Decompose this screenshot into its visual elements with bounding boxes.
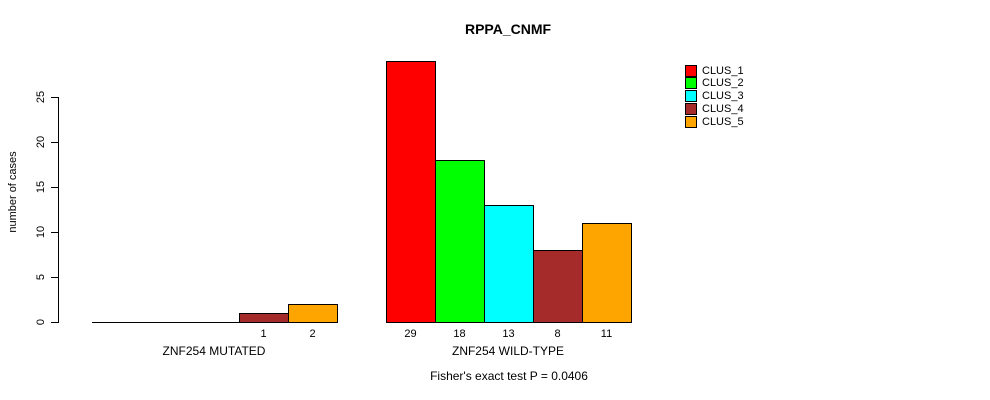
bar-value-label-clus_5: 2 [309,328,316,340]
legend-item-clus_4: CLUS_4 [685,102,744,115]
bar-clus_5 [582,223,632,323]
bar-clus_1 [386,61,436,323]
legend-swatch-clus_4 [685,102,697,115]
bar-value-label-clus_3: 13 [502,328,515,340]
bar-value-label-clus_4: 8 [554,328,561,340]
y-tick-label: 5 [35,273,47,281]
group-label-mutated: ZNF254 MUTATED [162,344,266,358]
bar-clus_2 [435,160,485,323]
y-tick [51,322,58,323]
bar-value-label-clus_1: 29 [404,328,417,340]
bar-clus_4 [533,250,583,323]
bar-clus_5 [288,304,338,323]
bar-clus_3 [484,205,534,323]
y-tick [51,232,58,233]
y-tick-label: 10 [35,225,47,239]
y-tick [51,97,58,98]
legend-label: CLUS_4 [702,102,744,115]
group-axis-line [92,322,338,323]
legend-item-clus_3: CLUS_3 [685,90,744,103]
legend-item-clus_5: CLUS_5 [685,115,744,128]
legend-swatch-clus_5 [685,115,697,128]
legend-label: CLUS_5 [702,115,744,128]
legend-swatch-clus_2 [685,77,697,90]
y-tick [51,277,58,278]
chart-title: RPPA_CNMF [464,21,552,37]
legend-label: CLUS_3 [702,90,744,103]
y-axis-label: number of cases [7,151,19,233]
bar-value-label-clus_5: 11 [600,328,613,340]
bar-value-label-clus_2: 18 [453,328,466,340]
y-tick-label: 25 [35,90,47,104]
bar-value-label-clus_4: 1 [260,328,267,340]
legend-item-clus_1: CLUS_1 [685,64,744,77]
legend-swatch-clus_1 [685,64,697,77]
y-tick [51,142,58,143]
legend-item-clus_2: CLUS_2 [685,77,744,90]
legend-label: CLUS_2 [702,77,744,90]
fisher-test-annotation: Fisher's exact test P = 0.0406 [430,369,588,383]
group-label-wild-type: ZNF254 WILD-TYPE [451,344,565,358]
y-tick-label: 0 [35,318,47,326]
legend-swatch-clus_3 [685,90,697,103]
y-tick-label: 20 [35,135,47,149]
y-tick [51,187,58,188]
y-tick-label: 15 [35,180,47,194]
bar-clus_4 [239,313,289,323]
y-axis-line [58,97,59,323]
legend-label: CLUS_1 [702,64,744,77]
